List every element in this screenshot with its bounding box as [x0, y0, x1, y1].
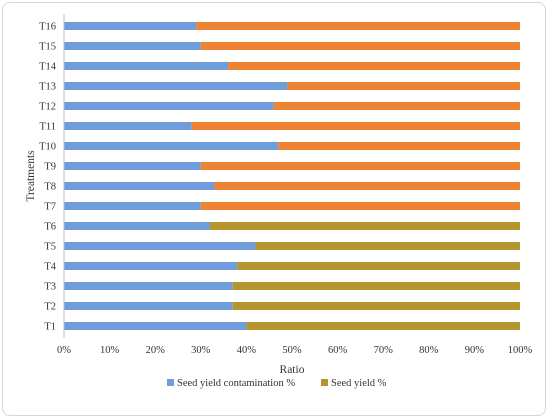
- bar-t5-series-1: [255, 242, 520, 250]
- y-tick-labels: T1 T2 T3 T4 T5 T6 T7 T8 T9 T10 T11 T12 T13 T14 T15 T16: [39, 22, 57, 333]
- y-tick-label: T9: [44, 162, 56, 173]
- legend-label-contamination: Seed yield contamination %: [177, 378, 295, 389]
- x-tick-label: 30%: [191, 345, 211, 356]
- bar-t11-series-0: [64, 122, 192, 130]
- y-tick-label: T12: [39, 102, 56, 113]
- x-axis-title: Ratio: [280, 364, 305, 376]
- x-tick-label: 50%: [282, 345, 302, 356]
- legend-label-seed-yield: Seed yield %: [331, 378, 387, 389]
- y-tick-label: T15: [39, 42, 56, 53]
- bar-t1-series-1: [246, 322, 520, 330]
- y-tick-label: T1: [44, 322, 56, 333]
- bar-t6-series-0: [64, 222, 210, 230]
- bars-layer: [64, 22, 521, 330]
- bar-t11-series-2: [191, 122, 520, 130]
- legend: Seed yield contamination % Seed yield %: [167, 378, 387, 389]
- bar-t14-series-0: [64, 62, 229, 70]
- y-axis-title: Treatments: [25, 150, 37, 202]
- x-tick-label: 90%: [465, 345, 485, 356]
- y-tick-label: T7: [44, 202, 56, 213]
- y-tick-label: T6: [44, 222, 56, 233]
- bar-t5-series-0: [64, 242, 256, 250]
- x-tick-label: 0%: [57, 345, 71, 356]
- x-tick-labels: 0% 10% 20% 30% 40% 50% 60% 70% 80% 90% 100%: [57, 345, 533, 356]
- x-tick-label: 40%: [237, 345, 257, 356]
- bar-t4-series-1: [237, 262, 520, 270]
- bar-t10-series-0: [64, 142, 279, 150]
- y-tick-label: T14: [39, 62, 57, 73]
- bar-t12-series-0: [64, 102, 274, 110]
- y-tick-label: T16: [39, 22, 56, 33]
- y-tick-label: T5: [44, 242, 56, 253]
- bar-t3-series-1: [232, 282, 520, 290]
- y-tick-label: T8: [44, 182, 56, 193]
- bar-t6-series-1: [209, 222, 521, 230]
- y-tick-label: T2: [44, 302, 56, 313]
- bar-t2-series-1: [232, 302, 520, 310]
- bar-t3-series-0: [64, 282, 233, 290]
- bar-t16-series-0: [64, 22, 197, 30]
- x-tick-label: 100%: [508, 345, 533, 356]
- bar-t8-series-2: [214, 182, 521, 190]
- bar-t7-series-0: [64, 202, 201, 210]
- bar-t14-series-2: [228, 62, 520, 70]
- bar-t12-series-2: [273, 102, 520, 110]
- y-tick-label: T13: [39, 82, 56, 93]
- y-tick-label: T4: [44, 262, 56, 273]
- legend-swatch-seed-yield: [321, 379, 328, 386]
- bar-t15-series-0: [64, 42, 201, 50]
- x-tick-label: 70%: [374, 345, 394, 356]
- y-tick-label: T10: [39, 142, 56, 153]
- x-tick-label: 10%: [100, 345, 120, 356]
- bar-t2-series-0: [64, 302, 233, 310]
- bar-t10-series-2: [278, 142, 520, 150]
- bar-t9-series-0: [64, 162, 201, 170]
- bar-t16-series-2: [196, 22, 521, 30]
- x-tick-label: 60%: [328, 345, 348, 356]
- bar-t4-series-0: [64, 262, 238, 270]
- y-tick-label: T3: [44, 282, 56, 293]
- bar-t1-series-0: [64, 322, 247, 330]
- bar-t9-series-2: [200, 162, 521, 170]
- x-tick-label: 80%: [419, 345, 439, 356]
- bar-t15-series-2: [200, 42, 521, 50]
- x-tick-label: 20%: [146, 345, 166, 356]
- bar-t13-series-0: [64, 82, 288, 90]
- bar-t7-series-2: [200, 202, 521, 210]
- bar-t8-series-0: [64, 182, 215, 190]
- bar-t13-series-2: [287, 82, 520, 90]
- legend-swatch-contamination: [167, 379, 174, 386]
- y-tick-label: T11: [39, 122, 56, 133]
